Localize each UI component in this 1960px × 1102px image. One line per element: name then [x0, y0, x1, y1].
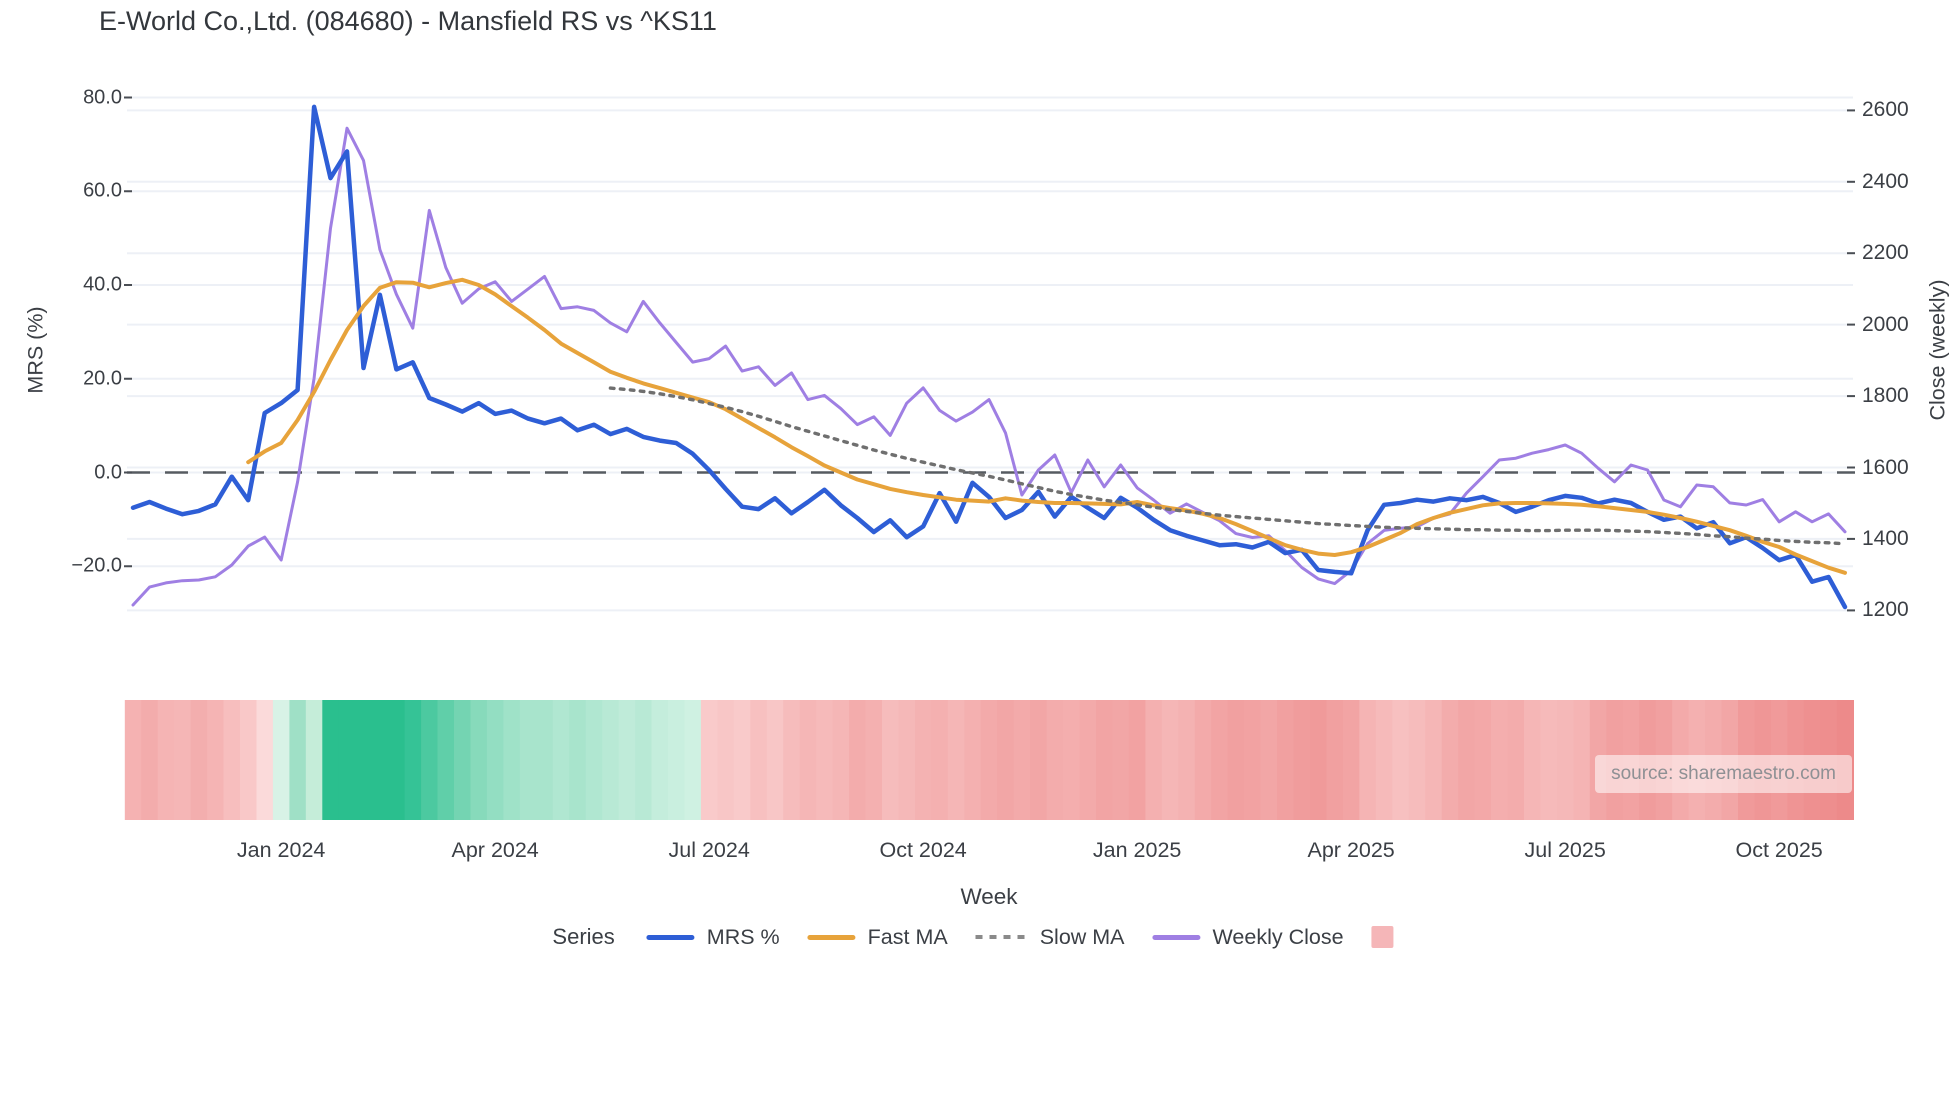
weekly-close-line-swatch-icon — [1152, 934, 1201, 940]
left-axis-title: MRS (%) — [23, 306, 48, 394]
x-tick-label: Apr 2025 — [1307, 838, 1395, 862]
legend-label-fast-ma: Fast MA — [867, 924, 948, 949]
right-tick-label: 1800 — [1862, 384, 1909, 408]
left-tick-label: −20.0 — [71, 554, 122, 577]
fast-ma-line-swatch-icon — [807, 934, 856, 940]
page-title: E-World Co.,Ltd. (084680) - Mansfield RS… — [99, 6, 717, 36]
legend-item-heatmap — [1371, 926, 1394, 948]
x-axis-title: Week — [960, 884, 1018, 909]
legend-label-slow-ma: Slow MA — [1039, 924, 1125, 949]
legend-label-mrs: MRS % — [706, 924, 780, 949]
right-tick-label: 2600 — [1862, 98, 1909, 122]
legend-title: Series — [552, 924, 615, 949]
x-tick-label: Apr 2024 — [451, 838, 539, 862]
x-tick-label: Jul 2025 — [1524, 838, 1606, 862]
right-tick-label: 2200 — [1862, 241, 1909, 265]
x-tick-label: Jan 2025 — [1092, 838, 1182, 862]
heatmap-swatch-icon — [1371, 926, 1394, 948]
right-tick-label: 1600 — [1862, 455, 1909, 479]
legend-item-slow-ma: Slow MA — [975, 924, 1125, 950]
x-tick-label: Oct 2024 — [879, 838, 967, 862]
right-tick-label: 1200 — [1862, 598, 1909, 622]
legend-item-mrs: MRS % — [646, 924, 780, 950]
x-tick-label: Jul 2024 — [668, 838, 750, 862]
left-tick-label: 40.0 — [83, 273, 122, 296]
left-tick-label: 0.0 — [94, 461, 122, 483]
left-tick-label: 60.0 — [83, 179, 122, 202]
right-tick-label: 2000 — [1862, 312, 1909, 336]
right-tick-label: 2400 — [1862, 169, 1909, 193]
mrs-line-swatch-icon — [646, 934, 695, 940]
x-tick-label: Oct 2025 — [1735, 838, 1823, 862]
right-axis-title: Close (weekly) — [1925, 279, 1950, 421]
legend-item-weekly-close: Weekly Close — [1152, 924, 1344, 950]
source-watermark: source: sharemaestro.com — [1595, 755, 1852, 793]
left-tick-label: 20.0 — [83, 367, 122, 390]
left-tick-label: 80.0 — [83, 86, 122, 108]
legend-label-weekly-close: Weekly Close — [1212, 924, 1344, 949]
legend: Series MRS % Fast MA Slow MA Weekly Clos… — [552, 924, 1407, 950]
slow-ma-dashed-swatch-icon — [975, 935, 1028, 939]
legend-item-fast-ma: Fast MA — [807, 924, 948, 950]
x-tick-label: Jan 2024 — [236, 838, 326, 862]
right-tick-label: 1400 — [1862, 526, 1909, 550]
